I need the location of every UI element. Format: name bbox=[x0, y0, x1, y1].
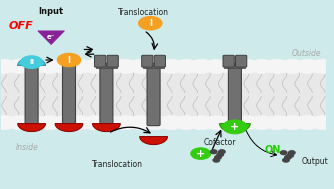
Circle shape bbox=[37, 59, 62, 74]
Circle shape bbox=[7, 115, 31, 130]
Circle shape bbox=[0, 115, 16, 130]
Polygon shape bbox=[18, 124, 45, 132]
Circle shape bbox=[213, 158, 219, 162]
Circle shape bbox=[310, 59, 334, 74]
Circle shape bbox=[22, 115, 47, 130]
Circle shape bbox=[234, 115, 259, 130]
Text: I: I bbox=[149, 19, 152, 28]
Circle shape bbox=[174, 59, 198, 74]
Circle shape bbox=[204, 59, 229, 74]
Polygon shape bbox=[93, 124, 120, 132]
Circle shape bbox=[189, 115, 214, 130]
Circle shape bbox=[234, 59, 259, 74]
Circle shape bbox=[295, 59, 320, 74]
Circle shape bbox=[128, 115, 153, 130]
Circle shape bbox=[283, 158, 289, 162]
Polygon shape bbox=[38, 31, 64, 44]
Circle shape bbox=[219, 59, 244, 74]
Circle shape bbox=[37, 115, 62, 130]
Circle shape bbox=[217, 153, 223, 156]
Circle shape bbox=[52, 59, 77, 74]
Circle shape bbox=[210, 150, 217, 154]
Circle shape bbox=[265, 59, 290, 74]
Circle shape bbox=[310, 115, 334, 130]
FancyBboxPatch shape bbox=[142, 55, 153, 67]
FancyBboxPatch shape bbox=[228, 63, 241, 126]
Circle shape bbox=[57, 53, 81, 67]
Text: Output: Output bbox=[302, 157, 328, 166]
Circle shape bbox=[67, 59, 92, 74]
FancyBboxPatch shape bbox=[154, 55, 165, 67]
Circle shape bbox=[223, 120, 247, 134]
Circle shape bbox=[219, 115, 244, 130]
Circle shape bbox=[159, 115, 183, 130]
FancyBboxPatch shape bbox=[25, 63, 38, 126]
Polygon shape bbox=[140, 137, 167, 145]
Text: ON: ON bbox=[264, 145, 281, 155]
Text: Translocation: Translocation bbox=[92, 160, 143, 169]
Text: Input: Input bbox=[38, 6, 64, 15]
Bar bbox=[143, 65, 164, 68]
Text: Inside: Inside bbox=[15, 143, 38, 152]
Circle shape bbox=[295, 115, 320, 130]
Circle shape bbox=[7, 59, 31, 74]
Circle shape bbox=[189, 59, 214, 74]
Text: OFF: OFF bbox=[9, 21, 34, 31]
Circle shape bbox=[249, 59, 274, 74]
FancyBboxPatch shape bbox=[107, 55, 118, 67]
Circle shape bbox=[113, 59, 138, 74]
Circle shape bbox=[21, 56, 42, 68]
Polygon shape bbox=[55, 124, 83, 132]
Circle shape bbox=[280, 115, 305, 130]
FancyBboxPatch shape bbox=[235, 55, 247, 67]
FancyBboxPatch shape bbox=[95, 55, 106, 67]
Circle shape bbox=[285, 156, 291, 159]
Circle shape bbox=[113, 115, 138, 130]
Circle shape bbox=[289, 151, 295, 155]
Circle shape bbox=[249, 115, 274, 130]
Circle shape bbox=[287, 154, 294, 157]
Text: +: + bbox=[230, 122, 239, 132]
Circle shape bbox=[204, 115, 229, 130]
Circle shape bbox=[280, 59, 305, 74]
Bar bbox=[96, 65, 117, 68]
Text: I: I bbox=[67, 56, 70, 64]
Polygon shape bbox=[219, 124, 250, 132]
Circle shape bbox=[98, 59, 123, 74]
Text: Translocation: Translocation bbox=[118, 8, 169, 17]
Text: Outside: Outside bbox=[292, 49, 321, 58]
Circle shape bbox=[219, 150, 225, 154]
FancyBboxPatch shape bbox=[62, 63, 75, 126]
Circle shape bbox=[128, 59, 153, 74]
Text: Cofactor: Cofactor bbox=[204, 138, 236, 147]
Circle shape bbox=[265, 115, 290, 130]
Polygon shape bbox=[18, 57, 45, 65]
FancyBboxPatch shape bbox=[147, 63, 160, 126]
Bar bbox=[1, 72, 326, 117]
Circle shape bbox=[139, 16, 162, 30]
Bar bbox=[224, 65, 245, 68]
Circle shape bbox=[281, 151, 287, 155]
Circle shape bbox=[0, 59, 16, 74]
Circle shape bbox=[82, 59, 108, 74]
Circle shape bbox=[215, 156, 221, 159]
Circle shape bbox=[22, 59, 47, 74]
Circle shape bbox=[98, 115, 123, 130]
Text: +: + bbox=[196, 149, 205, 159]
Circle shape bbox=[191, 148, 211, 159]
Text: e⁻: e⁻ bbox=[47, 34, 55, 40]
Circle shape bbox=[159, 59, 183, 74]
Circle shape bbox=[143, 59, 168, 74]
Circle shape bbox=[52, 115, 77, 130]
Circle shape bbox=[174, 115, 198, 130]
Circle shape bbox=[82, 115, 108, 130]
Circle shape bbox=[67, 115, 92, 130]
FancyBboxPatch shape bbox=[223, 55, 234, 67]
Circle shape bbox=[143, 115, 168, 130]
FancyBboxPatch shape bbox=[100, 63, 113, 126]
Text: II: II bbox=[29, 59, 34, 65]
